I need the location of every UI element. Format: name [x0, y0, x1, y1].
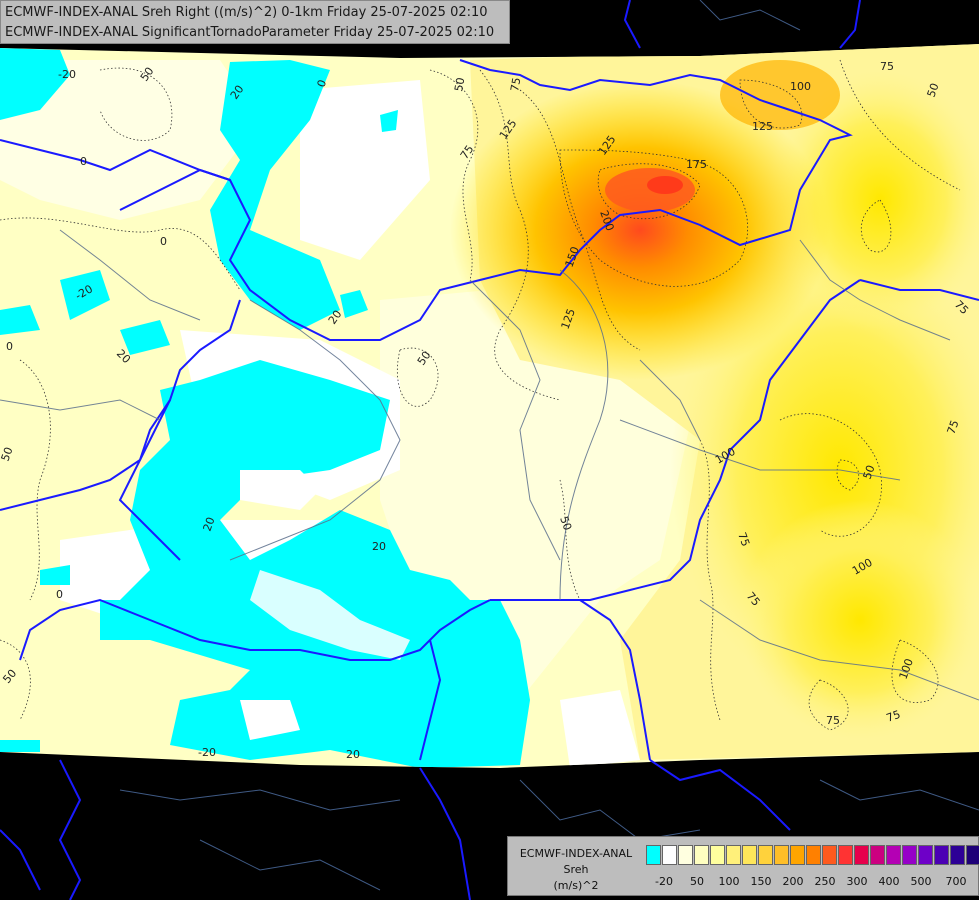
svg-text:50: 50 — [925, 81, 942, 99]
legend-swatches — [646, 845, 979, 865]
legend-swatch — [742, 845, 757, 865]
title-line-2: ECMWF-INDEX-ANAL SignificantTornadoParam… — [5, 25, 495, 40]
legend-tick-label: 100 — [718, 875, 740, 888]
legend-swatch — [662, 845, 677, 865]
legend-param-name: Sreh — [563, 863, 589, 876]
legend-swatch — [774, 845, 789, 865]
legend-swatch — [966, 845, 979, 865]
legend-swatch — [806, 845, 821, 865]
legend-swatch — [950, 845, 965, 865]
legend-unit: (m/s)^2 — [553, 879, 599, 892]
svg-text:-20: -20 — [198, 746, 216, 759]
legend-tick-label: 150 — [750, 875, 772, 888]
svg-text:-20: -20 — [58, 68, 76, 81]
svg-text:125: 125 — [752, 120, 773, 133]
svg-text:75: 75 — [508, 76, 523, 92]
svg-text:50: 50 — [861, 463, 878, 481]
legend-swatch — [678, 845, 693, 865]
legend-swatch — [838, 845, 853, 865]
svg-text:75: 75 — [826, 714, 840, 727]
legend-tick-label: 300 — [846, 875, 868, 888]
legend-tick-label: 500 — [910, 875, 932, 888]
legend-tick-label: 200 — [782, 875, 804, 888]
legend-tick-label: -20 — [655, 875, 673, 888]
svg-text:75: 75 — [880, 60, 894, 73]
svg-text:75: 75 — [735, 531, 752, 549]
svg-text:20: 20 — [201, 515, 218, 533]
legend-ticks: -20 50 100 150 200 250 300 400 500 700 — [646, 875, 976, 889]
map-title-box: ECMWF-INDEX-ANAL Sreh Right ((m/s)^2) 0-… — [0, 0, 510, 44]
legend-tick-label: 50 — [690, 875, 704, 888]
svg-text:100: 100 — [790, 80, 811, 93]
legend-swatch — [694, 845, 709, 865]
svg-text:175: 175 — [686, 158, 707, 171]
legend-swatch — [646, 845, 661, 865]
svg-text:75: 75 — [945, 418, 962, 436]
legend-tick-label: 400 — [878, 875, 900, 888]
legend-swatch — [886, 845, 901, 865]
svg-text:0: 0 — [6, 340, 13, 353]
svg-text:50: 50 — [557, 515, 574, 533]
legend-swatch — [822, 845, 837, 865]
svg-text:0: 0 — [80, 155, 87, 168]
legend-tick-label: 250 — [814, 875, 836, 888]
svg-text:75: 75 — [885, 708, 903, 725]
legend-swatch — [902, 845, 917, 865]
legend-swatch — [790, 845, 805, 865]
legend-swatch — [758, 845, 773, 865]
title-line-1: ECMWF-INDEX-ANAL Sreh Right ((m/s)^2) 0-… — [5, 5, 488, 20]
svg-text:0: 0 — [56, 588, 63, 601]
svg-text:0: 0 — [160, 235, 167, 248]
svg-text:50: 50 — [0, 445, 16, 463]
legend-swatch — [710, 845, 725, 865]
legend-tick-label: 700 — [945, 875, 967, 888]
svg-text:50: 50 — [452, 76, 467, 92]
legend-swatch — [854, 845, 869, 865]
legend-swatch — [918, 845, 933, 865]
svg-text:20: 20 — [372, 540, 386, 553]
svg-text:0: 0 — [315, 78, 330, 89]
legend-swatch — [870, 845, 885, 865]
legend-swatch — [934, 845, 949, 865]
svg-text:20: 20 — [346, 748, 360, 761]
legend-swatch — [726, 845, 741, 865]
color-legend: ECMWF-INDEX-ANAL Sreh (m/s)^2 -20 50 100 15… — [507, 836, 979, 896]
legend-model-name: ECMWF-INDEX-ANAL — [519, 847, 633, 860]
